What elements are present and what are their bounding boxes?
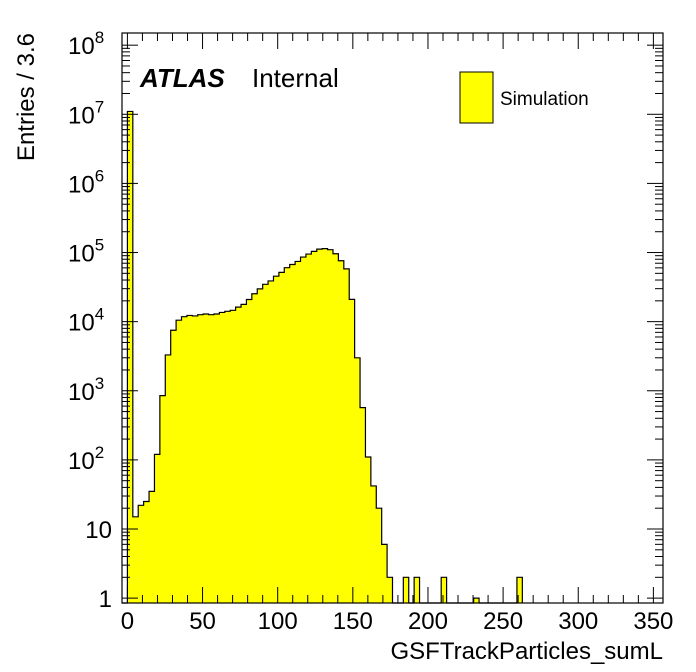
histogram-bin [349, 299, 355, 603]
histogram-bin [186, 315, 193, 603]
y-tick-label: 10 [85, 517, 112, 544]
histogram-bars [127, 111, 523, 604]
histogram-bin [181, 316, 188, 603]
legend-entry-label: Simulation [500, 89, 589, 110]
histogram-bin [159, 395, 166, 603]
histogram-bin [246, 299, 253, 603]
histogram-bin [197, 314, 204, 603]
y-tick-label: 108 [68, 28, 104, 60]
histogram-bin [338, 260, 345, 603]
histogram-bin [327, 249, 334, 603]
histogram-bin [360, 407, 366, 603]
histogram-bin [414, 577, 420, 603]
histogram-bin [305, 254, 312, 603]
histogram-bin [170, 330, 177, 603]
histogram-bin [311, 251, 318, 603]
histogram-bin [516, 577, 523, 603]
x-tick-label: 50 [189, 608, 216, 635]
histogram-bin [403, 577, 410, 603]
histogram-bin [295, 261, 301, 603]
histogram-bin [387, 577, 393, 603]
histogram-bin [381, 544, 388, 603]
x-tick-label: 200 [408, 608, 448, 635]
y-tick-label: 103 [68, 374, 104, 406]
histogram-bin [262, 284, 269, 603]
histogram-bin [370, 485, 377, 603]
atlas-label: ATLAS [139, 63, 225, 93]
histogram-bin [289, 264, 296, 603]
histogram-bin [143, 501, 150, 603]
histogram-bin [343, 268, 350, 603]
histogram-bin [473, 598, 480, 603]
histogram-bin [138, 505, 144, 603]
internal-label: Internal [252, 63, 339, 93]
histogram-bin [241, 304, 247, 603]
histogram-bin [176, 320, 182, 603]
histogram-bin [203, 314, 209, 603]
histogram-bin [230, 310, 236, 603]
y-tick-label: 1 [99, 586, 112, 613]
x-tick-label: 250 [483, 608, 523, 635]
histogram-bin [376, 508, 382, 603]
y-tick-labels: 1 10 102 103 104 105 106 107 108 [68, 28, 112, 613]
histogram-bin [257, 288, 263, 603]
histogram-bin [251, 293, 258, 603]
y-tick-label: 106 [68, 166, 104, 198]
axis-ticks [122, 33, 663, 603]
legend-swatch [459, 71, 494, 124]
histogram-bin [300, 257, 307, 603]
histogram-bin [213, 314, 220, 603]
x-axis-title: GSFTrackParticles_sumL [390, 638, 663, 665]
y-tick-label: 107 [68, 97, 104, 129]
histogram-bin [132, 516, 139, 603]
histogram-bin [192, 315, 199, 603]
y-axis-title: Entries / 3.6 [13, 33, 40, 161]
histogram-bin [441, 577, 447, 603]
histogram-bin [284, 267, 291, 603]
y-tick-label: 104 [68, 305, 104, 337]
x-tick-label: 300 [558, 608, 598, 635]
x-tick-label: 150 [333, 608, 373, 635]
histogram-bin [127, 111, 134, 604]
histogram-bin [273, 276, 280, 603]
histogram-bin [149, 491, 155, 603]
histogram-bin [316, 249, 323, 604]
histogram-bin [208, 314, 215, 603]
x-tick-label: 350 [633, 608, 673, 635]
histogram-bin [224, 311, 231, 603]
histogram-bin [322, 248, 328, 603]
y-tick-label: 105 [68, 236, 104, 268]
histogram-bin [365, 457, 372, 603]
histogram-bin [278, 272, 285, 603]
x-tick-label: 0 [121, 608, 134, 635]
histogram-bin [165, 354, 171, 603]
histogram-bin [235, 307, 242, 603]
x-tick-label: 100 [258, 608, 298, 635]
histogram-bin [268, 280, 274, 603]
y-tick-label: 102 [68, 443, 104, 475]
histogram-bin [354, 357, 361, 603]
legend: Simulation [459, 71, 589, 124]
histogram-bin [154, 454, 161, 603]
histogram-bin [332, 253, 339, 603]
plot-frame [121, 32, 664, 604]
histogram-bin [219, 312, 226, 603]
x-tick-labels: 0 50 100 150 200 250 300 350 [121, 608, 674, 635]
